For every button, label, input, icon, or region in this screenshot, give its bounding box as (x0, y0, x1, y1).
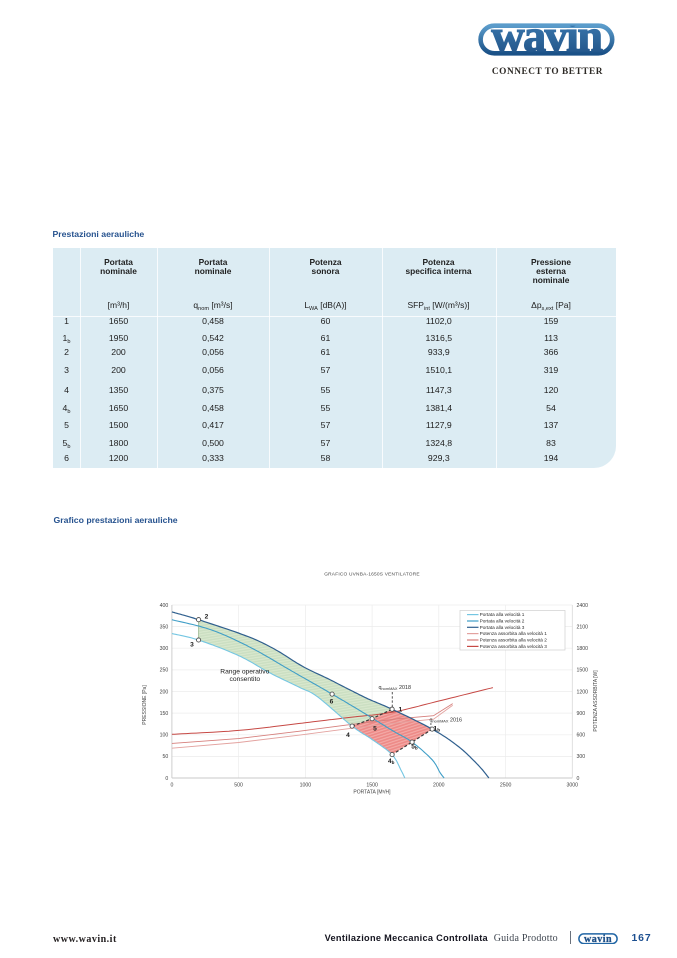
svg-text:900: 900 (577, 711, 586, 717)
svg-text:POTENZA ASSORBITA [W]: POTENZA ASSORBITA [W] (593, 670, 599, 732)
svg-text:GRAFICO UVNBA-1650S VENTILATOR: GRAFICO UVNBA-1650S VENTILATORE (324, 571, 420, 577)
svg-text:250: 250 (160, 668, 169, 674)
svg-text:Portata alla velocità 2: Portata alla velocità 2 (480, 619, 525, 624)
svg-text:1800: 1800 (577, 646, 589, 652)
svg-text:2: 2 (205, 614, 209, 621)
svg-text:wavin: wavin (491, 15, 602, 61)
svg-text:Potenza assorbita alla velocit: Potenza assorbita alla velocità 3 (480, 644, 548, 649)
svg-text:500: 500 (234, 783, 243, 789)
svg-text:3000: 3000 (567, 783, 579, 789)
svg-text:350: 350 (160, 624, 169, 630)
svg-text:0: 0 (165, 776, 168, 782)
svg-text:50: 50 (163, 754, 169, 760)
svg-text:400: 400 (160, 603, 169, 609)
svg-text:5: 5 (373, 726, 377, 733)
svg-text:qnomMAX 2016: qnomMAX 2016 (430, 717, 463, 723)
svg-text:1500: 1500 (577, 668, 589, 674)
svg-text:PORTATA [M³/H]: PORTATA [M³/H] (353, 789, 391, 795)
svg-text:1000: 1000 (300, 783, 312, 789)
svg-text:0: 0 (170, 783, 173, 789)
svg-text:Portata alla velocità 1: Portata alla velocità 1 (480, 612, 525, 617)
svg-text:1b: 1b (434, 726, 441, 733)
svg-text:300: 300 (577, 754, 586, 760)
svg-text:2000: 2000 (433, 783, 445, 789)
svg-text:wavin: wavin (584, 933, 612, 944)
svg-text:3: 3 (190, 642, 194, 649)
svg-text:6: 6 (330, 699, 334, 706)
svg-text:1500: 1500 (366, 783, 378, 789)
svg-text:Portata alla velocità 3: Portata alla velocità 3 (480, 625, 525, 630)
svg-text:Potenza assorbita alla velocit: Potenza assorbita alla velocità 1 (480, 631, 548, 636)
svg-text:150: 150 (160, 711, 169, 717)
svg-text:4: 4 (346, 732, 350, 739)
svg-text:4b: 4b (388, 758, 395, 765)
svg-text:Range operativo: Range operativo (220, 668, 269, 675)
svg-text:qnomMAX 2018: qnomMAX 2018 (379, 685, 412, 691)
svg-text:100: 100 (160, 733, 169, 739)
svg-text:Potenza assorbita alla velocit: Potenza assorbita alla velocità 2 (480, 638, 548, 643)
svg-text:2100: 2100 (577, 624, 589, 630)
svg-text:consentito: consentito (230, 676, 261, 683)
svg-text:PRESSIONE [Pa]: PRESSIONE [Pa] (142, 685, 148, 725)
svg-text:300: 300 (160, 646, 169, 652)
svg-text:1: 1 (398, 707, 402, 714)
svg-text:2400: 2400 (577, 603, 589, 609)
svg-text:1200: 1200 (577, 689, 589, 695)
svg-text:600: 600 (577, 733, 586, 739)
svg-text:0: 0 (577, 776, 580, 782)
svg-text:2500: 2500 (500, 783, 512, 789)
svg-text:5b: 5b (411, 744, 418, 751)
svg-text:200: 200 (160, 689, 169, 695)
